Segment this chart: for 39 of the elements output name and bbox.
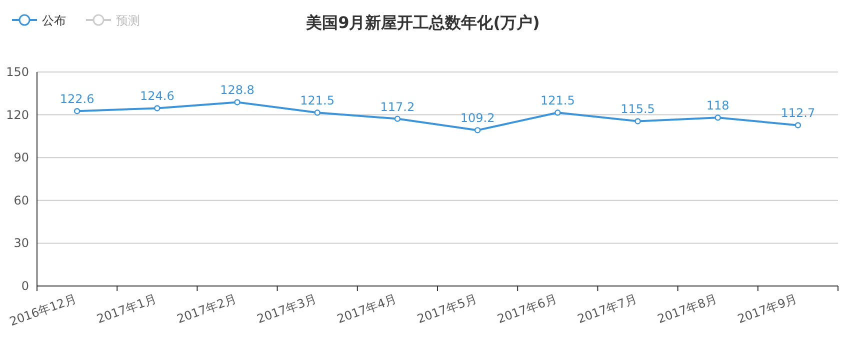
data-label: 112.7 [780,106,816,120]
x-tick-label: 2017年2月 [175,292,238,326]
y-tick-label: 120 [6,108,29,122]
x-tick-label: 2017年3月 [255,292,318,326]
data-label: 115.5 [620,102,655,116]
data-label: 109.2 [460,111,495,126]
y-tick-label: 30 [14,236,29,250]
point [394,116,401,122]
data-label: 117.2 [380,100,415,114]
data-label: 124.6 [140,89,174,104]
x-tick-label: 2017年8月 [656,292,719,326]
data-label: 128.8 [220,83,254,98]
y-tick-label: 0 [21,279,29,293]
x-tick-label: 2016年12月 [8,292,78,329]
point [234,99,240,106]
chart-title: 美国9月新屋开工总数年化(万户) [305,13,540,32]
x-tick-label: 2017年4月 [335,292,398,326]
y-tick-label: 90 [14,150,29,165]
point [154,105,160,112]
legend-label: 公布 [42,14,66,28]
point [554,110,561,116]
y-tick-label: 150 [6,65,29,79]
point [74,108,80,114]
point [714,114,721,121]
x-tick-label: 2017年9月 [736,292,799,326]
point [634,118,641,124]
y-tick-label: 60 [14,193,29,208]
point [794,122,802,128]
data-label: 118 [706,98,730,113]
point [474,127,481,134]
data-label: 121.5 [540,94,575,108]
x-tick-label: 2017年7月 [576,292,639,326]
x-tick-label: 2017年6月 [495,292,559,326]
x-tick-label: 2017年1月 [94,292,158,326]
x-tick-label: 2017年5月 [415,292,479,326]
legend-label: 预测 [116,14,140,28]
data-label: 121.5 [300,94,335,108]
point [314,110,320,116]
data-label: 122.6 [60,92,94,106]
